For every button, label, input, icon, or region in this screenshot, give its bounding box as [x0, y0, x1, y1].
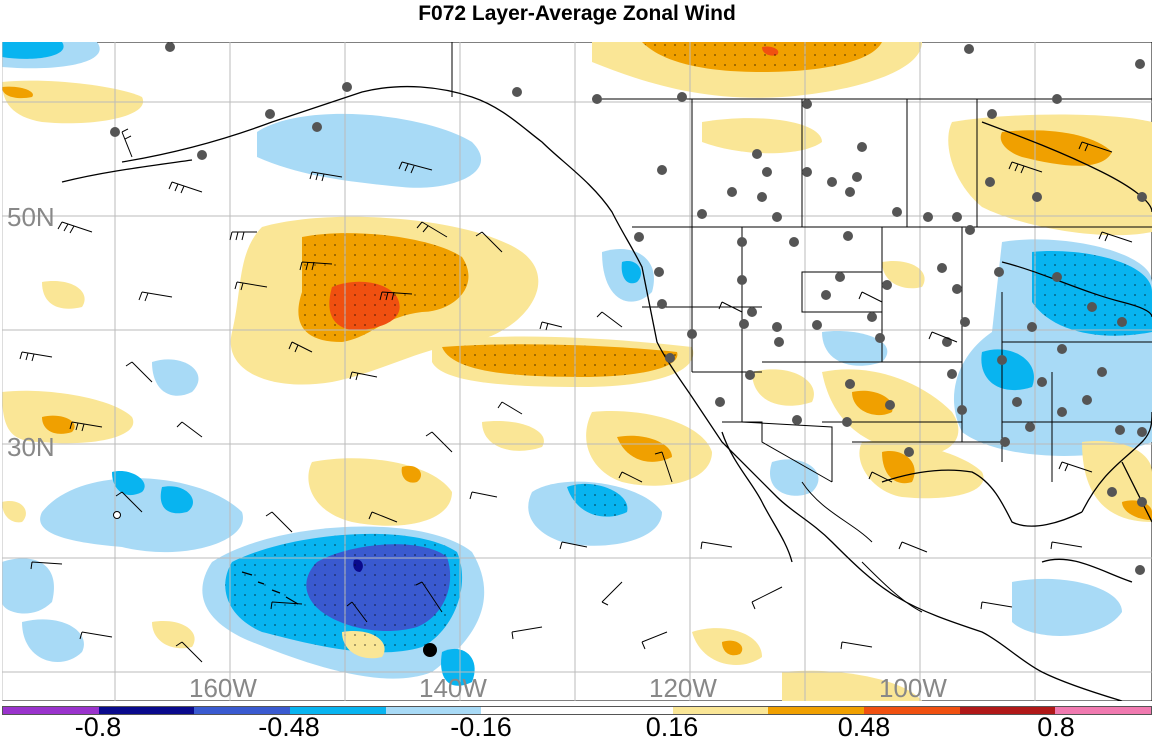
colorbar-label: 0.8	[1037, 712, 1075, 742]
zonal-wind-map: 50N 30N 160W 140W 120W 100W	[2, 42, 1152, 701]
colorbar-label: -0.16	[450, 712, 512, 742]
colorbar-label: -0.48	[258, 712, 320, 742]
colorbar-label: -0.8	[74, 712, 122, 742]
islands	[61, 159, 299, 605]
lon-label-160w: 160W	[189, 673, 257, 701]
colorbar-swatch	[672, 707, 769, 714]
colorbar-labels: -0.8 -0.48 -0.16 0.16 0.48 0.8	[0, 712, 1154, 743]
lat-label-50n: 50N	[7, 202, 55, 232]
colorbar-swatch	[194, 707, 291, 714]
map-title: F072 Layer-Average Zonal Wind	[418, 2, 736, 25]
colorbar-swatch	[1055, 707, 1152, 714]
lat-label-30n: 30N	[7, 432, 55, 462]
colorbar-swatch	[864, 707, 960, 714]
colorbar-label: 0.16	[645, 712, 699, 742]
colorbar-swatch	[481, 707, 578, 714]
colorbar-swatch	[290, 707, 386, 714]
station-markers	[110, 42, 1147, 575]
lon-label-120w: 120W	[649, 673, 717, 701]
colorbar-swatch	[385, 707, 482, 714]
graticule	[2, 42, 1152, 701]
station-marker-highlight	[423, 643, 437, 657]
colorbar-label: 0.48	[837, 712, 891, 742]
colorbar-swatch	[3, 707, 99, 714]
colorbar-swatch	[98, 707, 195, 714]
colorbar-swatch	[577, 707, 673, 714]
borders	[451, 42, 1152, 613]
colorbar-swatch	[768, 707, 865, 714]
wind-barbs	[19, 128, 1133, 663]
station-marker-open	[113, 511, 121, 519]
lon-label-140w: 140W	[419, 673, 487, 701]
lon-label-100w: 100W	[879, 673, 947, 701]
colorbar-swatch	[959, 707, 1056, 714]
colorbar	[2, 706, 1152, 715]
